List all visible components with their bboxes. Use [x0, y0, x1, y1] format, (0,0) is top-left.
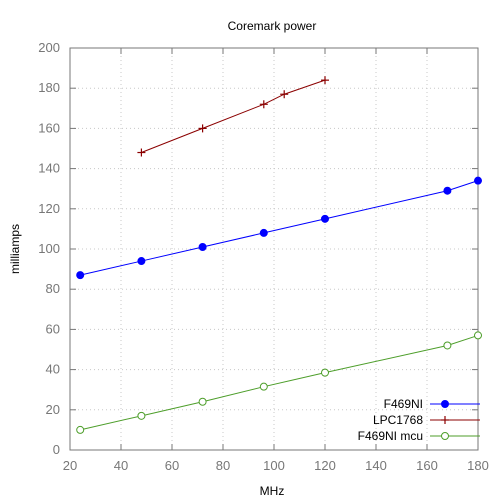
data-point-lpc1768 [280, 90, 289, 99]
legend-item-f469ni: F469NI [384, 397, 480, 411]
data-point-lpc1768 [259, 100, 268, 109]
y-tick-label: 40 [46, 362, 60, 377]
legend-marker [441, 416, 449, 424]
axes: 20 40 60 80 100 120 140 160 18002040608010012014… [38, 40, 489, 473]
x-tick-label: 60 [165, 458, 179, 473]
data-point-f469ni-mcu [474, 331, 482, 340]
data-point-f469ni [321, 214, 329, 223]
series-f469ni [76, 176, 482, 280]
x-tick-label: 20 [63, 458, 77, 473]
y-tick-label: 0 [53, 442, 60, 457]
x-tick-label: 180 [467, 458, 489, 473]
y-tick-label: 100 [38, 241, 60, 256]
data-point-f469ni [76, 271, 85, 280]
y-axis-title: milliamps [8, 224, 22, 274]
legend-label: LPC1768 [373, 413, 423, 427]
legend-marker [441, 432, 449, 440]
y-tick-label: 80 [46, 281, 60, 296]
y-tick-label: 180 [38, 80, 60, 95]
x-tick-label: 160 [416, 458, 438, 473]
data-point-f469ni [198, 242, 207, 251]
data-point-f469ni-mcu [321, 368, 329, 377]
data-point-lpc1768 [137, 148, 146, 157]
x-tick-label: 80 [216, 458, 230, 473]
legend: F469NI LPC1768 F469NI mcu [358, 397, 480, 443]
legend-label: F469NI [384, 397, 423, 411]
data-point-f469ni [137, 257, 146, 266]
series-line-lpc1768 [141, 79, 326, 153]
x-axis-title: MHz [260, 484, 285, 498]
y-tick-label: 20 [46, 402, 60, 417]
data-point-f469ni-mcu [443, 341, 452, 350]
grid [70, 48, 478, 450]
data-point-f469ni [443, 186, 452, 195]
series-f469ni-mcu [76, 331, 482, 434]
data-point-f469ni [474, 176, 482, 185]
legend-item-lpc1768: LPC1768 [373, 413, 480, 427]
data-point-f469ni-mcu [137, 411, 146, 420]
x-tick-label: 100 [263, 458, 285, 473]
data-point-f469ni-mcu [76, 425, 85, 434]
legend-marker [441, 400, 449, 408]
data-point-f469ni-mcu [198, 397, 207, 406]
chart-title: Coremark power [228, 19, 317, 33]
y-tick-label: 120 [38, 201, 60, 216]
x-tick-label: 40 [114, 458, 128, 473]
x-tick-label: 140 [365, 458, 387, 473]
data-point-lpc1768 [198, 124, 207, 133]
series-lpc1768 [137, 76, 329, 157]
series-group [76, 76, 482, 434]
x-tick-label: 120 [314, 458, 336, 473]
y-tick-label: 160 [38, 120, 60, 135]
data-point-lpc1768 [321, 76, 329, 85]
legend-label: F469NI mcu [358, 429, 423, 443]
data-point-f469ni [259, 228, 268, 237]
legend-item-f469ni-mcu: F469NI mcu [358, 429, 480, 443]
y-tick-label: 200 [38, 40, 60, 55]
y-tick-label: 60 [46, 321, 60, 336]
data-point-f469ni-mcu [259, 382, 268, 391]
y-tick-label: 140 [38, 161, 60, 176]
